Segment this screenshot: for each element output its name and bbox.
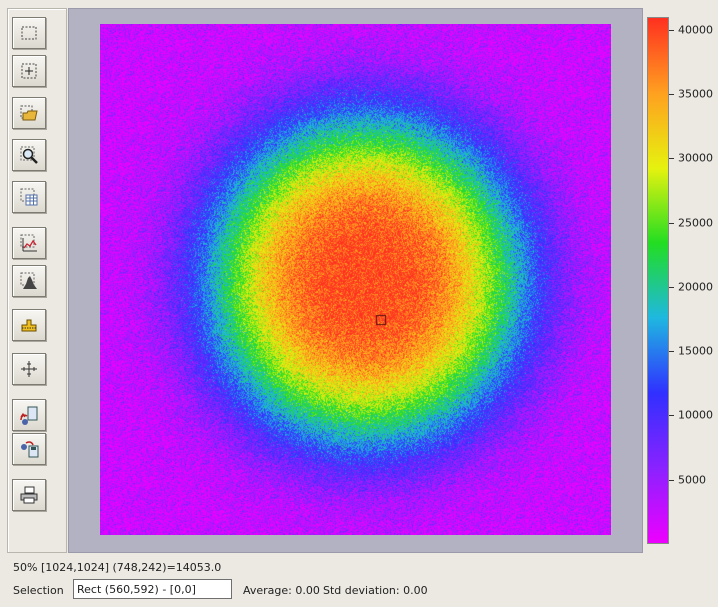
load-image-button[interactable] (12, 399, 46, 431)
scale-tick (669, 479, 674, 481)
load-image-icon (20, 406, 38, 425)
histogram-icon (20, 272, 37, 289)
crosshair-button[interactable] (12, 353, 46, 385)
scale-tick-label: 25000 (678, 216, 713, 230)
color-scale-bar (647, 17, 669, 544)
open-folder-icon (20, 105, 38, 121)
scale-tick-label: 20000 (678, 280, 713, 294)
save-image-button[interactable] (12, 433, 46, 465)
select-point-button[interactable] (12, 55, 46, 87)
zoom-icon (20, 146, 38, 164)
scale-tick-label: 35000 (678, 87, 713, 101)
color-scale-ticks: 40000 35000 30000 25000 20000 15000 10000 5000 (669, 17, 714, 544)
cursor-readout: 50% [1024,1024] (748,242)=14053.0 (13, 561, 222, 574)
scale-tick (669, 222, 674, 224)
scale-tick-label: 40000 (678, 23, 713, 37)
crosshair-icon (21, 361, 37, 377)
histogram-button[interactable] (12, 265, 46, 297)
scale-tick (669, 29, 674, 31)
scale-tick (669, 158, 674, 160)
scale-tick-label: 30000 (678, 151, 713, 165)
open-folder-button[interactable] (12, 97, 46, 129)
table-view-icon (20, 188, 38, 206)
profile-plot-icon (20, 234, 37, 252)
scale-tick-label: 10000 (678, 408, 713, 422)
average-readout: Average: 0.00 (243, 584, 320, 597)
scale-tick-label: 5000 (678, 473, 706, 487)
threshold-icon (21, 319, 37, 332)
threshold-button[interactable] (12, 309, 46, 341)
zoom-button[interactable] (12, 139, 46, 171)
print-icon (20, 486, 38, 504)
image-display[interactable] (100, 24, 611, 535)
print-button[interactable] (12, 479, 46, 511)
tool-palette (7, 8, 67, 553)
selection-field[interactable] (73, 579, 232, 599)
select-point-icon (21, 63, 37, 79)
selection-label: Selection (13, 584, 64, 597)
table-view-button[interactable] (12, 181, 46, 213)
scale-tick (669, 415, 674, 417)
std-deviation-readout: Std deviation: 0.00 (323, 584, 428, 597)
select-rectangle-button[interactable] (12, 17, 46, 49)
scale-tick-label: 15000 (678, 344, 713, 358)
select-rectangle-icon (21, 26, 37, 40)
scale-tick (669, 351, 674, 353)
scale-tick (669, 94, 674, 96)
save-image-icon (21, 441, 39, 458)
profile-plot-button[interactable] (12, 227, 46, 259)
scale-tick (669, 286, 674, 288)
